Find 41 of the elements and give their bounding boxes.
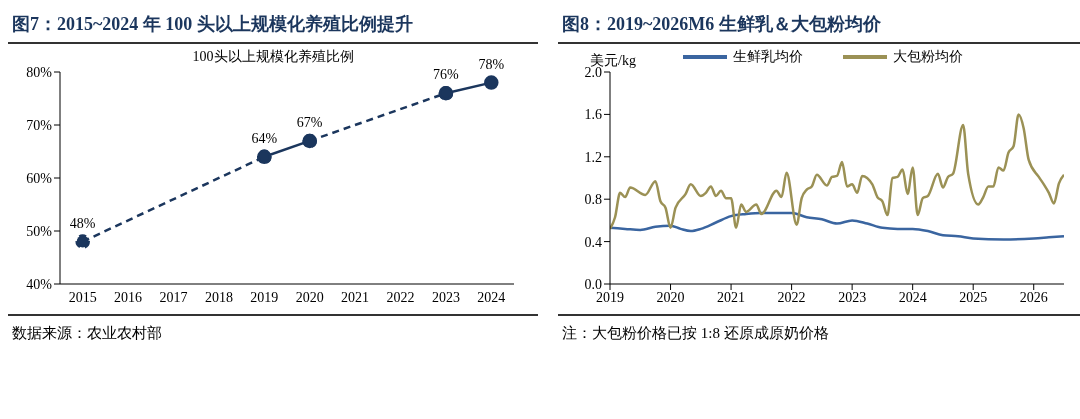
data-label: 67% — [296, 114, 323, 130]
text: 注：大包粉价格已按 1:8 还原成原奶价格 — [561, 324, 830, 343]
x-tick-label: 2022 — [386, 289, 415, 305]
chart-title: 图8：2019~2026M6 生鲜乳＆大包粉均价 — [558, 8, 1080, 44]
x-tick-label: 2024 — [477, 289, 506, 305]
data-label: 78% — [478, 56, 505, 72]
y-tick-label: 40% — [26, 276, 53, 292]
chart-title: 图7：2015~2024 年 100 头以上规模化养殖比例提升 — [8, 8, 538, 44]
x-tick-label: 2020 — [656, 289, 685, 305]
chart-subtitle: 100头以上规模化养殖比例 — [192, 49, 354, 64]
x-tick-label: 2021 — [341, 289, 370, 305]
x-tick-label: 2020 — [295, 289, 324, 305]
x-tick-label: 2016 — [114, 289, 143, 305]
x-tick-label: 2017 — [159, 289, 188, 305]
y-tick-label: 0.0 — [584, 276, 602, 292]
data-label: 48% — [69, 215, 96, 231]
x-tick-label: 2015 — [68, 289, 97, 305]
x-tick-label: 2026 — [1019, 289, 1048, 305]
data-label: 76% — [433, 67, 460, 83]
y-tick-label: 80% — [26, 64, 53, 80]
x-tick-label: 2024 — [898, 289, 927, 305]
source-note: 数据来源：农业农村部 — [11, 324, 163, 343]
y-tick-label: 60% — [26, 170, 53, 186]
y-tick-label: 0.8 — [584, 192, 602, 208]
x-tick-label: 2019 — [250, 289, 279, 305]
y-axis-title: 美元/kg — [590, 52, 636, 68]
y-tick-label: 70% — [26, 117, 53, 133]
y-tick-label: 1.2 — [584, 149, 602, 165]
x-tick-label: 2021 — [717, 289, 746, 305]
legend-label: 大包粉均价 — [892, 48, 963, 66]
y-tick-label: 50% — [26, 223, 53, 239]
x-tick-label: 2018 — [204, 289, 233, 305]
legend-label: 生鲜乳均价 — [732, 48, 803, 66]
x-tick-label: 2023 — [838, 289, 867, 305]
y-tick-label: 1.6 — [584, 107, 602, 123]
x-tick-label: 2022 — [777, 289, 806, 305]
x-tick-label: 2023 — [431, 289, 460, 305]
x-tick-label: 2019 — [596, 289, 624, 305]
data-label: 64% — [251, 130, 278, 146]
x-tick-label: 2025 — [959, 289, 988, 305]
y-tick-label: 0.4 — [584, 234, 602, 250]
